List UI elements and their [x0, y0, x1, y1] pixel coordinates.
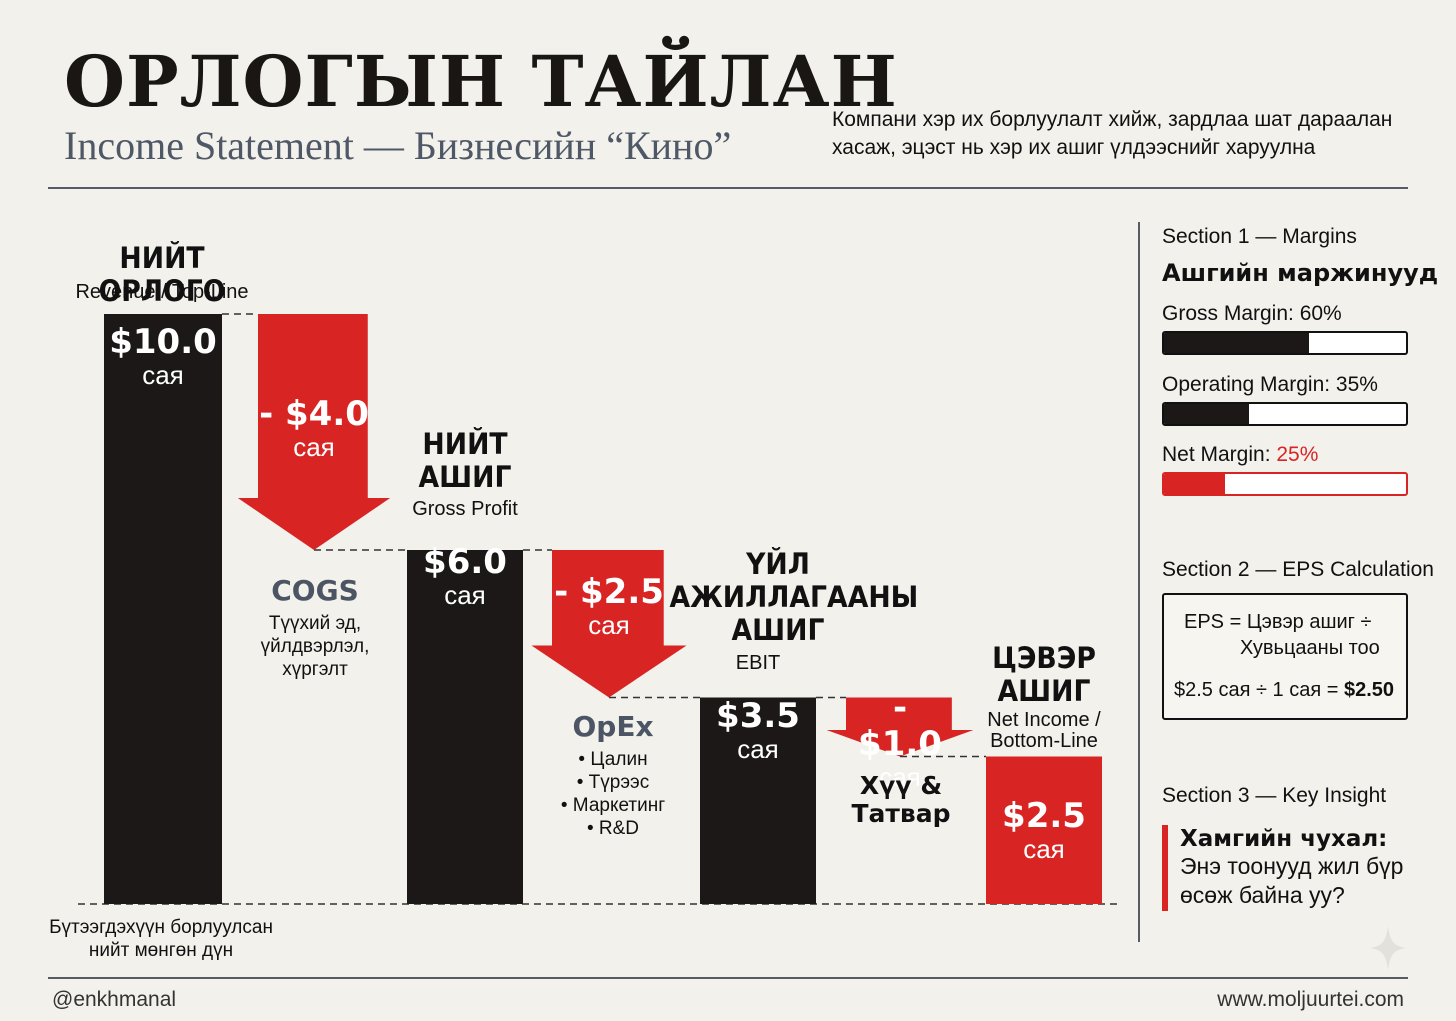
intro-text: Компани хэр их борлуулалт хийж, зардлаа … [832, 106, 1432, 162]
opex-desc-line: • Маркетинг [560, 795, 666, 816]
net-income-bar [986, 756, 1102, 904]
opex-desc-line: • Түрээс [576, 772, 650, 793]
operating-margin-text: Operating Margin: [1162, 373, 1336, 396]
opex-desc-line: • Цалин [578, 749, 648, 770]
footer-divider [48, 977, 1408, 979]
net-income-title-line: ЦЭВЭР [992, 641, 1096, 675]
net-income-subtitle-line: Bottom-Line [990, 730, 1098, 752]
waterfall-chart [78, 313, 1122, 905]
section1-title: Ашгийн маржинууд [1162, 259, 1439, 287]
cogs-desc-line: үйлдвэрлэл, [260, 636, 370, 657]
gross-margin-bar [1162, 331, 1408, 355]
eps-calculation: $2.5 сая ÷ 1 сая = $2.50 [1174, 679, 1394, 702]
cogs-desc-line: хүргэлт [282, 659, 348, 680]
ebit-title: ҮЙЛ АЖИЛЛАГААНЫ АШИГ [669, 547, 919, 647]
net-margin-value: 25% [1276, 443, 1319, 466]
operating-margin-value: 35% [1335, 373, 1378, 396]
opex-desc-line: • R&D [586, 818, 640, 839]
tax-title: Хүү & Татвар [836, 772, 966, 828]
insight-box: Хамгийн чухал: Энэ тоонууд жил бүр өсөж … [1180, 826, 1420, 910]
gross-margin-text: Gross Margin: [1162, 302, 1300, 325]
revenue-bar [104, 314, 222, 904]
gross-profit-unit: сая [444, 580, 486, 610]
footer-website: www.moljuurtei.com [1217, 988, 1404, 1011]
net-income-subtitle: Net Income / Bottom-Line [964, 710, 1124, 752]
cogs-unit: сая [293, 432, 335, 462]
section2-heading: Section 2 — EPS Calculation [1162, 558, 1434, 581]
revenue-subtitle: Revenue / Top-Line [75, 281, 249, 303]
gross-profit-title-line: АШИГ [418, 460, 512, 494]
operating-margin-bar [1162, 402, 1408, 426]
footer-handle: @enkhmanal [52, 988, 177, 1011]
operating-margin-fill [1164, 404, 1249, 424]
cogs-desc-line: Түүхий эд, [268, 613, 362, 634]
net-margin-bar [1162, 472, 1408, 496]
opex-unit: сая [588, 610, 630, 640]
eps-formula-line-2: Хувьцааны тоо [1240, 637, 1380, 659]
ebit-title-line: АШИГ [731, 613, 825, 647]
net-margin-label: Net Margin: 25% [1162, 443, 1318, 467]
net-margin-fill [1164, 474, 1225, 494]
revenue-unit: сая [142, 360, 184, 390]
opex-value: - $2.5 [554, 572, 664, 612]
revenue-note-line-1: Бүтээгдэхүүн борлуулсан [49, 917, 273, 938]
opex-title: OpEx [572, 710, 654, 743]
net-income-subtitle-line: Net Income / [987, 709, 1101, 731]
tax-unit: сая [879, 762, 921, 792]
ebit-title-line: ҮЙЛ [746, 547, 810, 581]
net-income-title: ЦЭВЭР АШИГ [970, 642, 1117, 708]
gross-profit-value: $6.0 [423, 542, 507, 582]
cogs-arrow [237, 314, 391, 550]
gross-profit-title-line: НИЙТ [422, 427, 508, 461]
tax-title-line: Татвар [851, 799, 951, 828]
ebit-subtitle: EBIT [735, 652, 781, 674]
ebit-unit: сая [737, 734, 779, 764]
sparkle-icon [1370, 926, 1406, 970]
intro-line-1: Компани хэр их борлуулалт хийж, зардлаа … [832, 108, 1393, 131]
revenue-bar-label: $10.0 сая [104, 324, 222, 404]
opex-arrow [531, 550, 687, 698]
tax-value: - $1.0 [858, 688, 942, 764]
gross-profit-subtitle: Gross Profit [412, 498, 518, 520]
page-title: ОРЛОГЫН ТАЙЛАН [64, 40, 898, 123]
section3-heading: Section 3 — Key Insight [1162, 784, 1387, 807]
ebit-title-line: АЖИЛЛАГААНЫ [669, 580, 919, 614]
eps-formula-line-1: EPS = Цэвэр ашиг ÷ [1184, 611, 1372, 633]
insight-title: Хамгийн чухал: [1180, 826, 1388, 852]
revenue-note: Бүтээгдэхүүн борлуулсан нийт мөнгөн дүн [36, 916, 286, 962]
header-divider [48, 187, 1408, 189]
gross-profit-title: НИЙТ АШИГ [391, 428, 538, 494]
revenue-note-line-2: нийт мөнгөн дүн [88, 940, 234, 961]
net-income-title-line: АШИГ [997, 674, 1091, 708]
cogs-title: COGS [271, 574, 359, 607]
net-income-value: $2.5 [1002, 796, 1086, 836]
revenue-title: НИЙТ ОРЛОГО [98, 241, 226, 308]
net-margin-text: Net Margin: [1162, 443, 1277, 466]
ebit-bar [700, 697, 816, 904]
sidebar-divider [1138, 222, 1140, 942]
insight-line-2: өсөж байна уу? [1180, 882, 1345, 908]
section1-heading: Section 1 — Margins [1162, 225, 1357, 248]
revenue-value: $10.0 [109, 322, 217, 362]
page-subtitle: Income Statement — Бизнесийн “Кино” [64, 123, 732, 168]
net-income-unit: сая [1023, 834, 1065, 864]
eps-box: EPS = Цэвэр ашиг ÷ Хувьцааны тоо $2.5 са… [1162, 593, 1408, 720]
gross-margin-label: Gross Margin: 60% [1162, 302, 1342, 326]
cogs-value: - $4.0 [259, 394, 369, 434]
cogs-description: Түүхий эд, үйлдвэрлэл, хүргэлт [220, 612, 410, 681]
gross-margin-fill [1164, 333, 1310, 353]
insight-line-1: Энэ тоонууд жил бүр [1180, 853, 1404, 879]
eps-calc-prefix: $2.5 сая ÷ 1 сая = [1174, 679, 1344, 701]
operating-margin-label: Operating Margin: 35% [1162, 373, 1378, 397]
intro-line-2: хасаж, эцэст нь хэр их ашиг үлдээснийг х… [832, 136, 1316, 159]
opex-description: • Цалин • Түрээс • Маркетинг • R&D [530, 748, 696, 840]
insight-accent-bar [1162, 825, 1168, 911]
tax-title-line: Хүү & [859, 771, 943, 800]
gross-profit-bar [407, 550, 523, 904]
gross-margin-value: 60% [1299, 302, 1342, 325]
eps-calc-result: $2.50 [1343, 679, 1395, 701]
tax-arrow [826, 697, 974, 757]
ebit-value: $3.5 [716, 696, 800, 736]
